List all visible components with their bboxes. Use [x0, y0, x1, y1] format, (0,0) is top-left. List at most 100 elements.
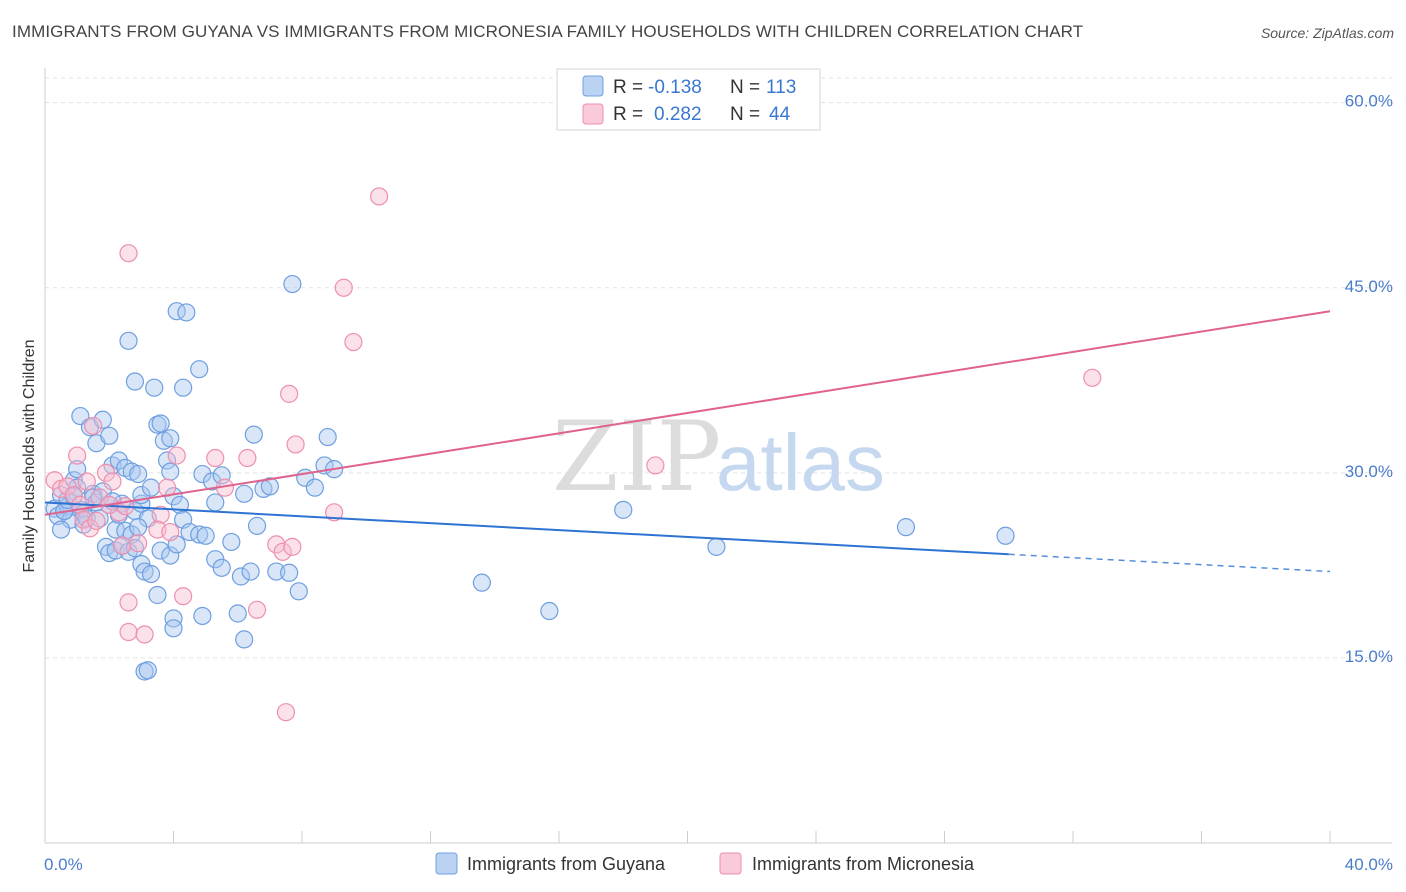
guyana-point-104	[472, 573, 491, 592]
guyana-point-10	[51, 520, 71, 539]
guyana-point-68	[141, 564, 161, 584]
guyana-point-108	[896, 518, 916, 537]
legend-r-value-micronesia: 0.282	[654, 104, 702, 125]
legend-r-label-guyana: R =	[613, 77, 643, 98]
guyana-point-82	[280, 563, 299, 582]
guyana-point-83	[289, 582, 308, 601]
micronesia-point-24	[174, 587, 193, 606]
legend-n-label-guyana: N =	[730, 77, 760, 98]
y-tick-label-45: 45.0%	[1345, 277, 1393, 296]
watermark-atlas: atlas	[716, 418, 885, 507]
micronesia-point-11	[68, 446, 87, 465]
correlation-legend: R = -0.138 N = 113 R = 0.282 N = 44	[556, 68, 821, 131]
micronesia-point-37	[283, 537, 302, 556]
micronesia-point-26	[206, 448, 225, 468]
guyana-point-69	[151, 541, 170, 560]
guyana-point-34	[100, 426, 119, 445]
series-legend: Immigrants from Guyana Immigrants from M…	[435, 852, 975, 875]
guyana-point-56	[174, 378, 193, 397]
trend-lines	[44, 310, 1331, 573]
legend-n-value-micronesia: 44	[769, 104, 791, 125]
guyana-point-41	[141, 478, 161, 497]
guyana-point-77	[222, 532, 241, 552]
micronesia-point-41	[135, 625, 154, 644]
guyana-point-107	[707, 537, 726, 556]
guyana-point-98	[228, 604, 247, 623]
guyana-point-54	[177, 303, 196, 322]
series-micronesia-points	[45, 187, 1102, 722]
y-tick-label-30: 30.0%	[1345, 462, 1393, 481]
bottom-legend-swatch-guyana	[435, 852, 458, 875]
micronesia-point-21	[151, 505, 170, 524]
y-axis-title: Family Households with Children	[21, 340, 38, 573]
guyana-point-33	[93, 410, 112, 429]
guyana-point-74	[196, 526, 215, 545]
micronesia-point-39	[119, 593, 138, 612]
guyana-point-53	[167, 302, 186, 321]
x-tick-label-min: 0.0%	[44, 855, 83, 874]
guyana-point-14	[68, 460, 87, 479]
guyana-point-89	[244, 425, 263, 444]
guyana-point-51	[125, 372, 145, 391]
guyana-point-102	[164, 619, 183, 638]
guyana-point-70	[161, 546, 180, 565]
legend-n-value-guyana: 113	[766, 77, 796, 98]
micronesia-point-44	[1083, 368, 1102, 387]
micronesia-point-31	[325, 503, 344, 522]
guyana-point-36	[109, 451, 128, 470]
legend-r-label-micronesia: R =	[613, 104, 643, 125]
guyana-point-96	[164, 609, 183, 628]
micronesia-point-32	[334, 278, 353, 297]
guyana-point-97	[193, 606, 212, 626]
micronesia-point-38	[247, 600, 267, 619]
x-tick-label-max: 40.0%	[1345, 855, 1393, 874]
bottom-legend-label-micronesia: Immigrants from Micronesia	[752, 854, 975, 874]
micronesia-point-30	[280, 384, 299, 403]
micronesia-point-7	[87, 511, 106, 531]
guyana-point-19	[90, 509, 109, 528]
micronesia-point-29	[286, 435, 305, 454]
micronesia-point-25	[167, 446, 186, 465]
guyana-point-109	[996, 526, 1015, 545]
micronesia-point-8	[77, 472, 96, 491]
guyana-point-81	[267, 562, 286, 581]
y-tick-label-60: 60.0%	[1345, 92, 1393, 111]
guyana-point-43	[151, 414, 170, 433]
micronesia-point-43	[646, 456, 665, 475]
guyana-point-93	[235, 484, 254, 503]
guyana-point-88	[318, 427, 337, 447]
micronesia-point-28	[238, 448, 257, 468]
guyana-point-95	[260, 477, 279, 496]
guyana-point-105	[540, 601, 559, 621]
micronesia-point-40	[119, 622, 138, 642]
guyana-point-79	[241, 562, 260, 581]
bottom-legend-swatch-micronesia	[719, 852, 742, 875]
guyana-point-45	[157, 451, 177, 470]
guyana-point-52	[145, 378, 164, 397]
micronesia-point-23	[161, 522, 180, 542]
legend-r-value-guyana: -0.138	[648, 77, 702, 98]
micronesia-point-17	[112, 536, 132, 555]
axes	[44, 68, 1392, 844]
trend-line-micronesia	[44, 310, 1331, 516]
guyana-point-76	[212, 558, 231, 577]
legend-swatch-micronesia	[582, 103, 604, 125]
micronesia-point-34	[370, 187, 389, 206]
tick-labels: 15.0% 30.0% 45.0% 60.0% 0.0% 40.0%	[44, 92, 1393, 874]
guyana-point-101	[138, 661, 157, 680]
guyana-point-73	[190, 525, 209, 544]
guyana-point-55	[190, 360, 209, 379]
guyana-point-99	[235, 630, 254, 649]
micronesia-point-12	[84, 416, 103, 436]
chart-title: IMMIGRANTS FROM GUYANA VS IMMIGRANTS FRO…	[12, 22, 1084, 41]
trend-line-guyana-extension	[1008, 553, 1331, 573]
guyana-point-85	[305, 478, 324, 497]
guyana-point-112	[129, 518, 148, 537]
guyana-point-58	[193, 464, 212, 484]
legend-swatch-guyana	[582, 75, 604, 97]
guyana-point-50	[119, 331, 138, 350]
watermark: ZIP atlas	[552, 401, 885, 513]
micronesia-point-6	[80, 519, 100, 538]
guyana-point-78	[231, 567, 251, 586]
